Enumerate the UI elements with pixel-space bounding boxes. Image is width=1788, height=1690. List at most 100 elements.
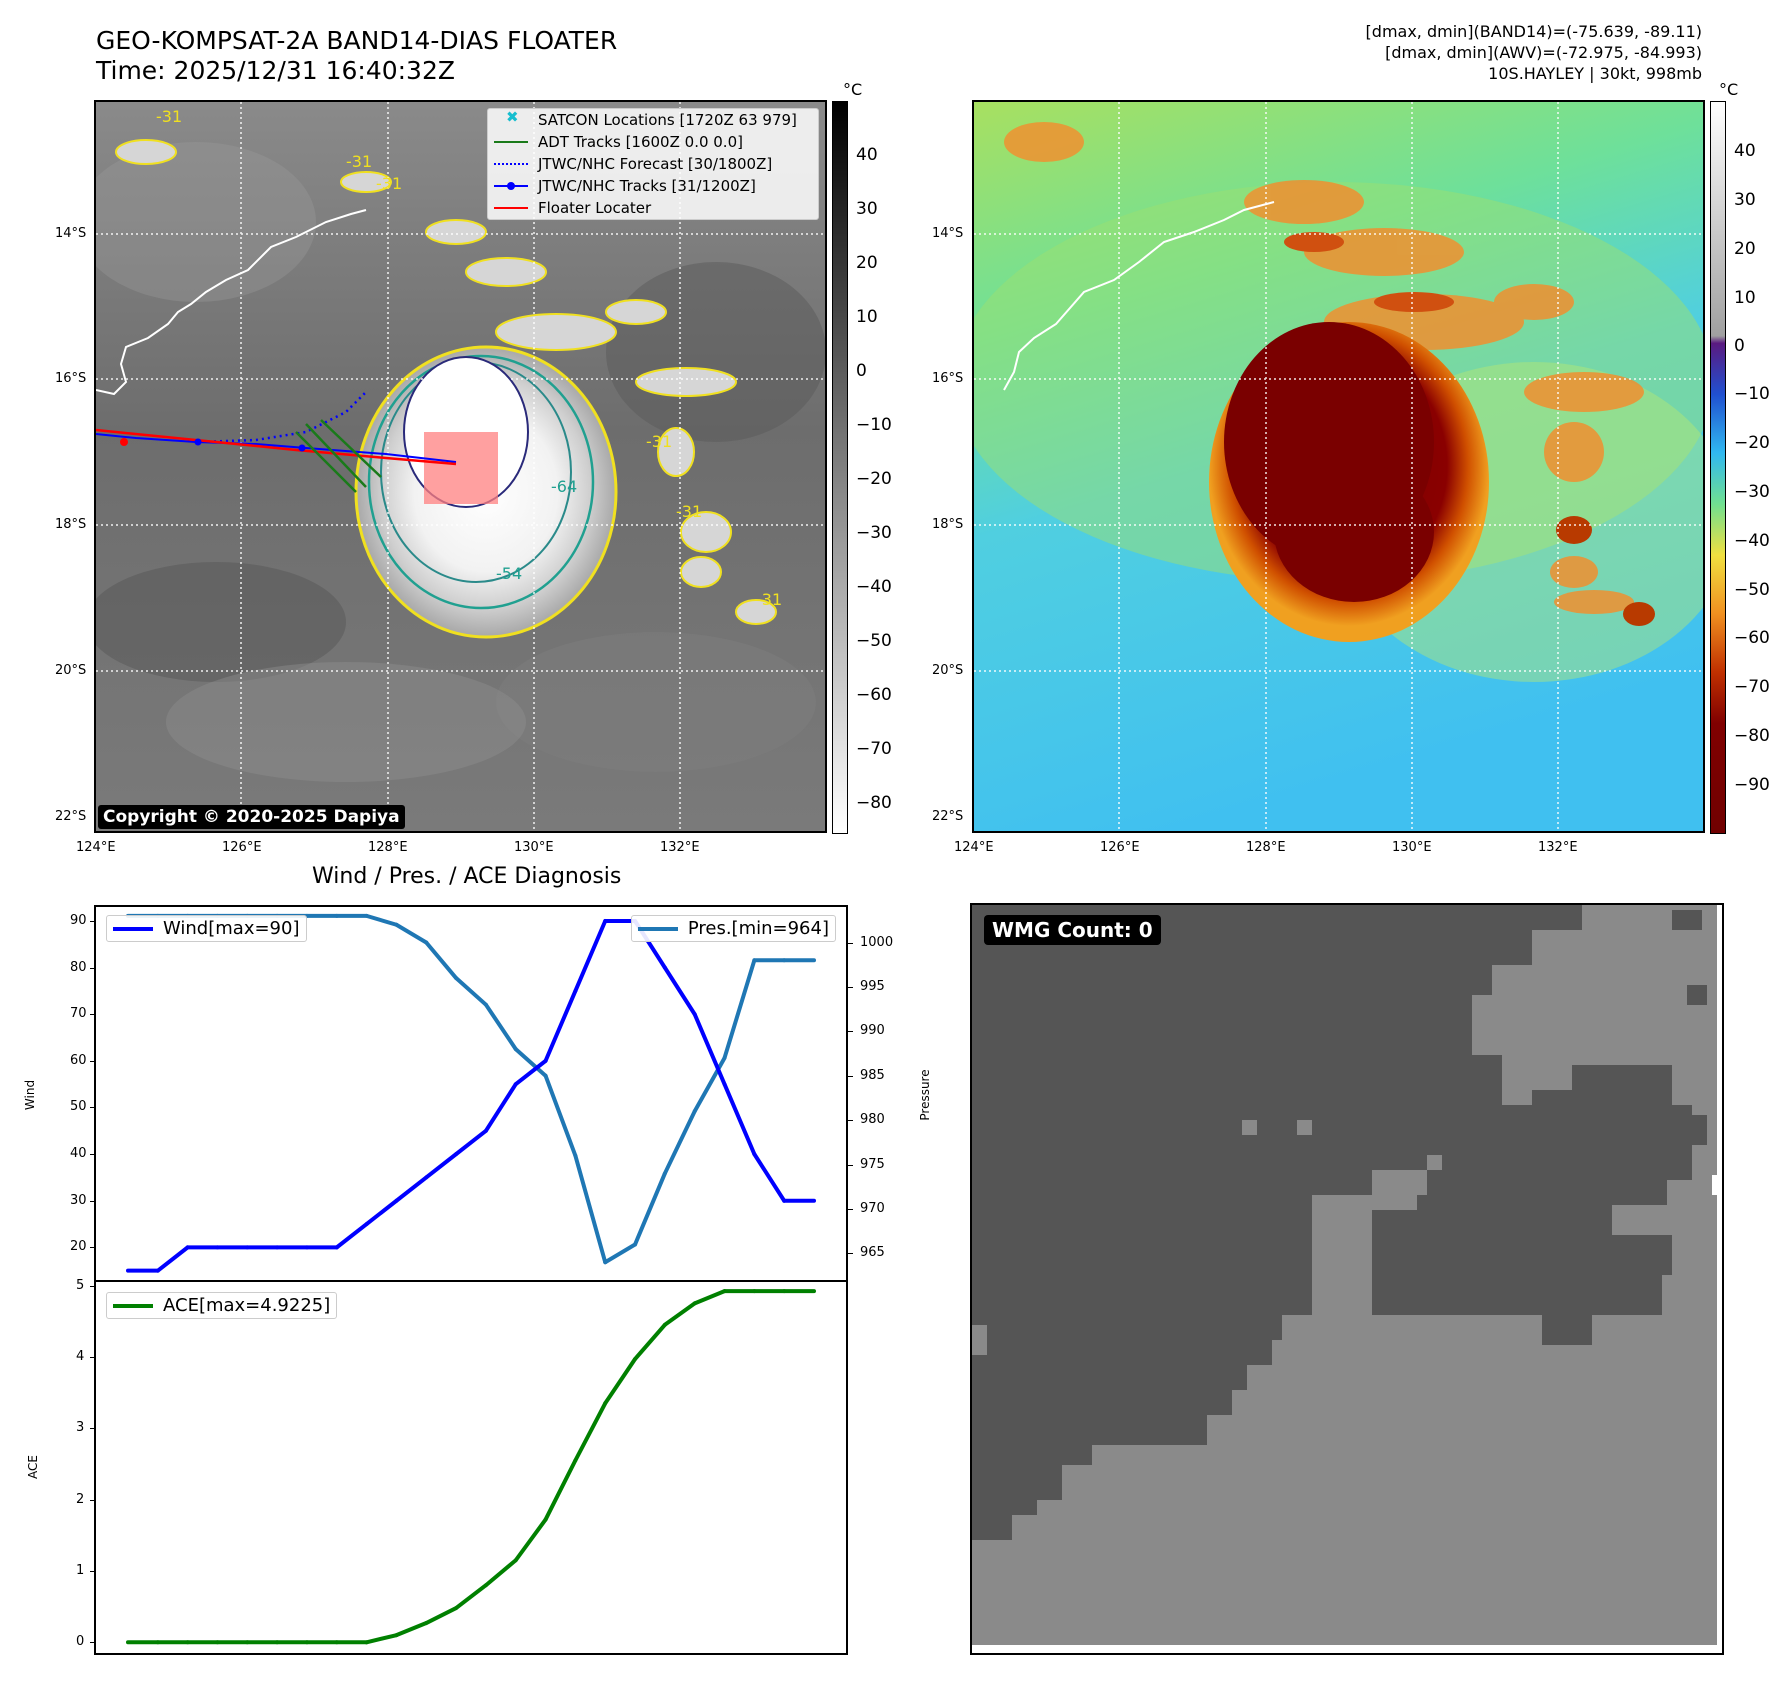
lat-label: 22°S [932,809,964,824]
colorbar-tick: −60 [856,685,892,705]
ace-line-segment [454,1583,488,1611]
pressure-line-segment [603,1242,638,1265]
pressure-line-segment [364,913,399,927]
contour-label: -31 [756,590,783,609]
ace-ytick: 0 [76,1634,85,1650]
wind-ytick-mark [90,920,95,922]
legend-item-tracks: JTWC/NHC Tracks [31/1200Z] [488,175,818,197]
lon-label: 132°E [1538,840,1578,855]
colorbar-tick: 10 [1734,288,1756,308]
pressure-axis-label: Pressure [918,1069,932,1121]
colorbar-tick: −30 [856,523,892,543]
wind-ytick: 50 [70,1099,87,1115]
wind-line [126,918,816,1273]
wind-ytick-mark [90,1154,95,1156]
colorbar-tick: −40 [1734,531,1770,551]
ace-line-segment [543,1458,578,1522]
ace-ytick-mark [90,1570,95,1572]
colorbar-tick: −40 [856,577,892,597]
colorbar-tick: −90 [1734,775,1770,795]
ace-line-segment [633,1322,667,1362]
colorbar-tick: −80 [856,793,892,813]
satcon-marker-icon: ✖ [506,108,519,126]
wind-ytick: 70 [70,1006,87,1022]
wmg-panel: WMG Count: 0 [970,903,1724,1655]
figure-title-line2: Time: 2025/12/31 16:40:32Z [96,56,455,85]
pressure-ytick: 1000 [860,934,894,950]
lat-label: 18°S [55,517,87,532]
wind-ytick-mark [90,1014,95,1016]
pressure-line-segment [424,940,459,981]
contour-label: -31 [346,152,373,171]
legend-item-forecast: JTWC/NHC Forecast [30/1800Z] [488,153,818,175]
wind-ytick-mark [90,1107,95,1109]
lat-label: 22°S [55,809,87,824]
wind-pressure-chart: Wind[max=90] Pres.[min=964] [94,905,848,1282]
ace-line-segment [394,1621,429,1638]
ace-ytick-mark [90,1642,95,1644]
ace-line-segment [662,1301,697,1327]
lat-label: 14°S [55,226,87,241]
pressure-line-segment [454,976,488,1007]
meta-band14: [dmax, dmin](BAND14)=(-75.639, -89.11) [1365,22,1702,41]
lon-label: 124°E [954,840,994,855]
wind-line-segment [692,1012,727,1087]
ace-plot [126,1289,816,1645]
pressure-line-segment [394,922,429,945]
colorbar-tick: −20 [1734,433,1770,453]
forecast-dotted-line-icon [494,158,528,170]
lon-label: 126°E [222,840,262,855]
pressure-line-segment [483,1002,518,1052]
pressure-ytick: 965 [860,1245,885,1261]
colorbar-tick: 40 [856,145,878,165]
wind-line-icon [113,926,153,931]
figure-title-line1: GEO-KOMPSAT-2A BAND14-DIAS FLOATER [96,26,618,55]
pressure-ytick: 970 [860,1200,885,1216]
lat-label: 18°S [932,517,964,532]
wind-line-segment [543,988,578,1063]
lon-label: 128°E [1246,840,1286,855]
diagnosis-title: Wind / Pres. / ACE Diagnosis [312,864,622,889]
wind-legend: Wind[max=90] [106,915,307,942]
wmg-image [972,905,1722,1653]
colorbar-tick: −60 [1734,628,1770,648]
meta-storm: 10S.HAYLEY | 30kt, 998mb [1488,64,1702,83]
adt-line-icon [494,136,528,148]
contour-label: -54 [496,564,523,583]
ace-line-segment [483,1558,518,1588]
colorbar-tick: −70 [1734,677,1770,697]
ace-axis-label: ACE [26,1455,40,1479]
ace-ytick: 5 [76,1277,85,1293]
wind-line-segment [424,1152,459,1180]
colorbar-tick: 10 [856,307,878,327]
pressure-line-segment [662,1109,697,1176]
lon-label: 126°E [1100,840,1140,855]
wind-line-segment [722,1082,757,1157]
legend-item-satcon: ✖ SATCON Locations [1720Z 63 979] [488,108,818,131]
ace-ytick: 3 [76,1420,85,1436]
colorbar-tick: 0 [856,361,867,381]
contour-label: -31 [376,174,403,193]
ace-ytick-mark [90,1428,95,1430]
pressure-line-segment [543,1073,578,1158]
wind-ytick: 80 [70,959,87,975]
wind-line-segment [662,965,697,1017]
colorbar-gray-unit: °C [843,80,863,99]
colorbar-tick: 20 [856,253,878,273]
contour-label: -31 [156,107,183,126]
ace-line-icon [113,1303,153,1308]
wind-ytick-mark [90,1200,95,1202]
ace-ytick: 1 [76,1562,85,1578]
lon-label: 124°E [76,840,116,855]
pressure-ytick-mark [848,942,853,944]
pressure-ytick: 980 [860,1112,885,1128]
ace-line-segment [513,1517,548,1563]
wind-line-segment [573,918,608,993]
lon-label: 130°E [1392,840,1432,855]
wind-line-segment [364,1198,399,1227]
lon-label: 132°E [660,840,700,855]
ace-ytick: 4 [76,1348,85,1364]
pressure-line-segment [633,1171,667,1247]
wind-line-segment [334,1222,369,1250]
colorbar-tick: −10 [856,415,892,435]
